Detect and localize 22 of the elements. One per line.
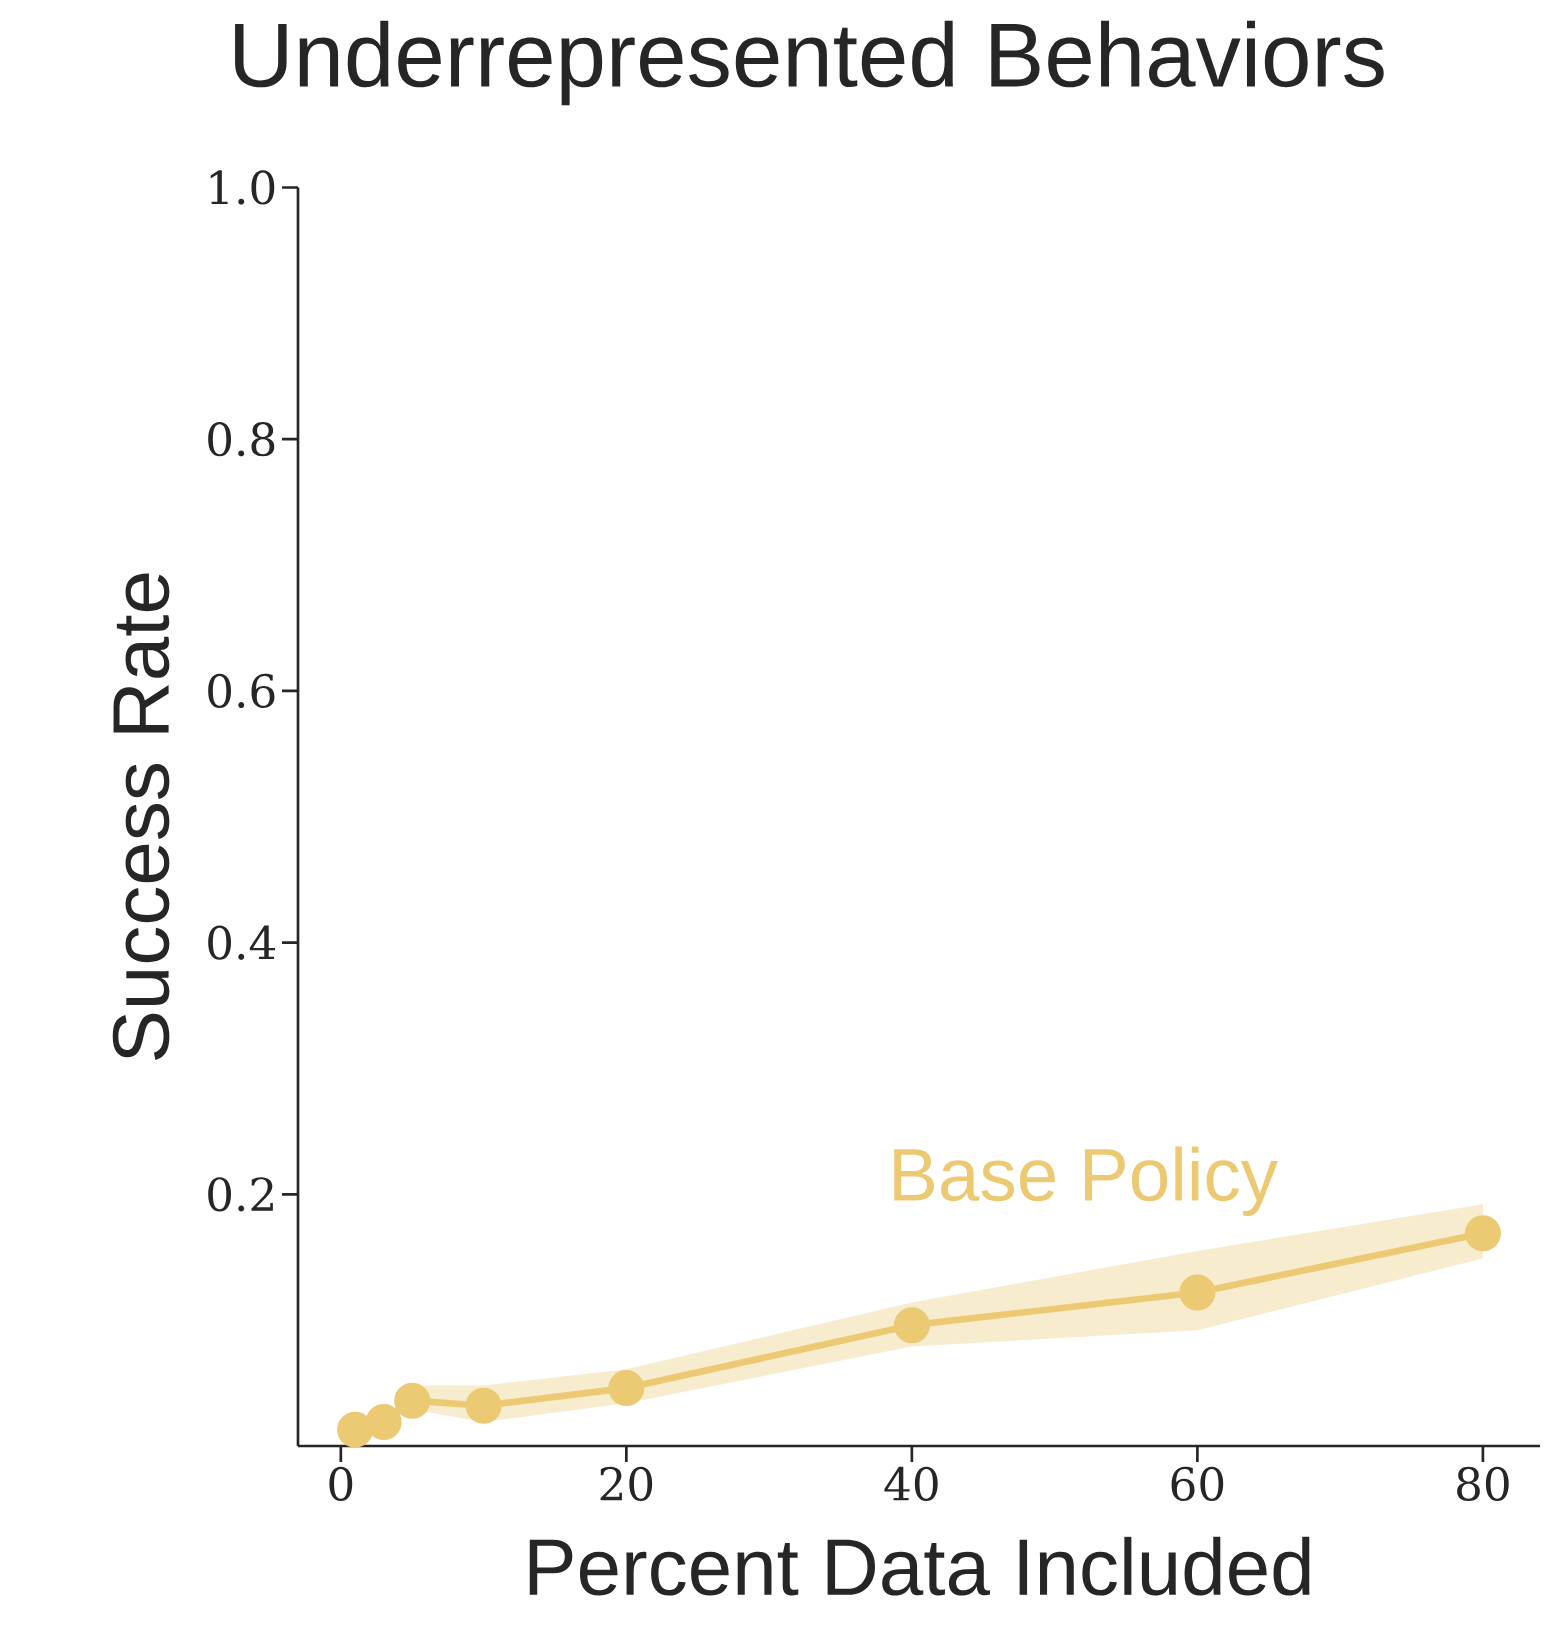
x-tick-label: 60 — [1171, 1466, 1224, 1501]
x-tick-label: 40 — [884, 1466, 938, 1501]
x-axis-title: Percent Data Included — [529, 1536, 1310, 1596]
x-tick-label: 20 — [600, 1466, 653, 1501]
point — [465, 1387, 502, 1424]
y-tick-label: 0.8 — [208, 422, 275, 457]
y-tick-label: 0.2 — [208, 1177, 273, 1212]
y-tick-label: 0.6 — [208, 673, 275, 709]
point — [394, 1382, 431, 1419]
x-tick-label: 0 — [329, 1466, 353, 1501]
y-axis-title: Success Rate — [112, 573, 170, 1060]
point — [337, 1411, 374, 1448]
y-tick-label: 1.0 — [210, 170, 275, 205]
point — [365, 1404, 402, 1441]
chart-title: Underrepresented Behaviors — [235, 20, 1384, 106]
point — [1464, 1215, 1501, 1252]
point — [608, 1370, 645, 1407]
y-tick-label: 0.4 — [208, 925, 275, 960]
series-label: Base Policy — [894, 1146, 1278, 1217]
point — [893, 1307, 930, 1344]
point — [1179, 1274, 1216, 1311]
x-tick-label: 80 — [1457, 1466, 1509, 1501]
